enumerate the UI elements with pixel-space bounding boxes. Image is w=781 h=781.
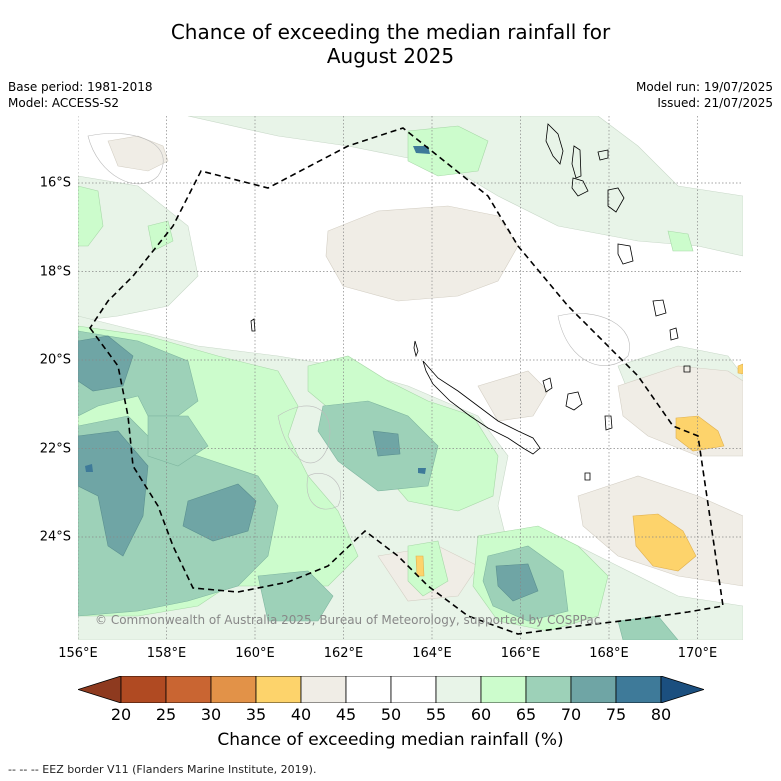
model-run: Model run: 19/07/2025 [635, 80, 773, 94]
colorbar-cell [390, 676, 437, 703]
colorbar-tick-label: 60 [470, 705, 492, 724]
contour-70-75 [78, 335, 539, 602]
vanuatu-coast [545, 123, 564, 165]
colorbar-extend-low [78, 676, 122, 703]
lat-tick-22s: 22°S [39, 441, 71, 456]
map-title: Chance of exceeding the median rainfall … [0, 20, 781, 68]
colorbar-tick-label: 35 [245, 705, 267, 724]
map-panel [78, 116, 743, 640]
lat-tick-18s: 18°S [39, 264, 71, 279]
colorbar-cell [525, 676, 572, 703]
lon-tick-164e: 164°E [412, 646, 452, 661]
new-caledonia-coast [422, 360, 541, 455]
lon-tick-160e: 160°E [235, 646, 275, 661]
copyright-notice: © Commonwealth of Australia 2025, Bureau… [95, 613, 601, 627]
lon-tick-170e: 170°E [677, 646, 718, 661]
colorbar-tick-label: 75 [605, 705, 627, 724]
colorbar-cell [480, 676, 527, 703]
colorbar-cell [570, 676, 617, 703]
model-name: Model: ACCESS-S2 [8, 96, 120, 110]
colorbar-cell [435, 676, 482, 703]
colorbar [78, 676, 704, 703]
base-period: Base period: 1981-2018 [8, 80, 153, 94]
gridlines [78, 116, 743, 640]
lon-tick-162e: 162°E [323, 646, 364, 661]
lon-tick-166e: 166°E [500, 646, 541, 661]
colorbar-tick-label: 50 [380, 705, 402, 724]
colorbar-extend-high [660, 676, 704, 703]
colorbar-cell [300, 676, 347, 703]
colorbar-cell [165, 676, 212, 703]
colorbar-tick-label: 80 [650, 705, 672, 724]
colorbar-cell [345, 676, 392, 703]
colorbar-tick-label: 55 [425, 705, 447, 724]
colorbar-tick-label: 20 [110, 705, 132, 724]
colorbar-tick-label: 30 [200, 705, 222, 724]
colorbar-cell [120, 676, 167, 703]
colorbar-tick-label: 40 [290, 705, 312, 724]
lon-tick-158e: 158°E [146, 646, 187, 661]
lon-tick-156e: 156°E [58, 646, 98, 661]
colorbar-cell [615, 676, 662, 703]
lon-tick-168e: 168°E [589, 646, 629, 661]
title-line-1: Chance of exceeding the median rainfall … [170, 20, 611, 44]
colorbar-tick-label: 65 [515, 705, 537, 724]
colorbar-cell [255, 676, 302, 703]
colorbar-title: Chance of exceeding median rainfall (%) [217, 730, 564, 750]
lat-tick-16s: 16°S [39, 175, 71, 191]
colorbar-tick-label: 25 [155, 705, 177, 724]
colorbar-tick-label: 70 [560, 705, 582, 724]
contour-lines [87, 133, 630, 510]
colorbar-cell [210, 676, 257, 703]
colorbar-tick-label: 45 [335, 705, 357, 724]
issued-date: Issued: 21/07/2025 [657, 96, 773, 110]
meta-right: Model run: 19/07/2025 Issued: 21/07/2025 [636, 79, 773, 111]
contour-35-40 [415, 363, 743, 577]
eez-border [89, 127, 724, 635]
title-line-2: August 2025 [326, 44, 455, 68]
contour-75-80 [85, 146, 430, 474]
coastlines [250, 123, 691, 481]
lat-tick-24s: 24°S [39, 529, 71, 545]
map-svg [78, 116, 743, 640]
meta-left: Base period: 1981-2018 Model: ACCESS-S2 [8, 79, 153, 111]
lat-tick-20s: 20°S [39, 352, 71, 368]
eez-legend: -- -- -- EEZ border V11 (Flanders Marine… [8, 763, 317, 776]
